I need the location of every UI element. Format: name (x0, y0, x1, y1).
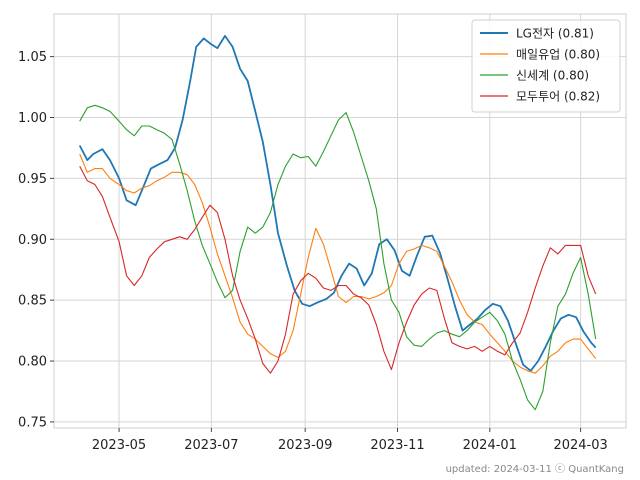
footer-text: updated: 2024-03-11 ⓒ QuantKang (446, 463, 624, 475)
legend: LG전자 (0.81) 매일유업 (0.80) 신세계 (0.80) 모두투어 (0.… (471, 19, 621, 113)
legend-label-2: 신세계 (0.80) (516, 69, 589, 83)
series-line-0 (78, 35, 597, 372)
y-axis: 0.75 0.80 0.85 0.90 0.95 1.00 1.05 (18, 50, 54, 430)
x-tick-label: 2023-11 (370, 438, 424, 453)
y-tick-label: 0.90 (18, 233, 47, 248)
x-tick-label: 2023-07 (184, 438, 238, 453)
series-lines (78, 35, 597, 411)
series-line-3 (79, 165, 597, 374)
y-tick-label: 0.95 (18, 172, 47, 187)
x-tick-label: 2024-01 (463, 438, 517, 453)
x-tick-label: 2024-03 (553, 438, 607, 453)
legend-label-1: 매일유업 (0.80) (516, 48, 600, 62)
y-tick-label: 1.00 (18, 111, 47, 126)
x-tick-label: 2023-09 (278, 438, 332, 453)
plot-frame (53, 13, 627, 429)
x-axis: 2023-05 2023-07 2023-09 2023-11 2024-01 2024-… (92, 428, 608, 453)
legend-label-3: 모두투어 (0.82) (516, 90, 600, 104)
legend-box (471, 19, 621, 113)
y-tick-label: 0.75 (18, 415, 47, 430)
legend-label-0: LG전자 (0.81) (516, 27, 594, 41)
y-tick-label: 1.05 (18, 50, 47, 65)
y-tick-label: 0.85 (18, 294, 47, 309)
series-line-2 (79, 104, 597, 411)
y-tick-label: 0.80 (18, 355, 47, 370)
series-line-1 (79, 153, 597, 374)
x-tick-label: 2023-05 (92, 438, 146, 453)
